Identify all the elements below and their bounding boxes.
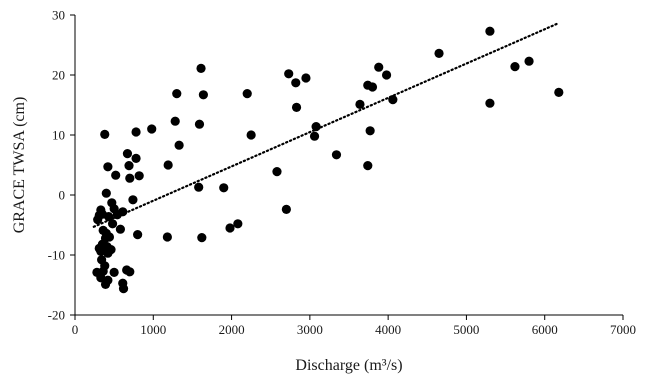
data-point	[133, 230, 143, 240]
data-point	[225, 223, 235, 233]
data-point	[96, 273, 106, 283]
y-tick-label: -10	[48, 248, 65, 263]
data-point	[125, 267, 135, 277]
y-tick-label: 30	[52, 8, 65, 23]
data-point	[107, 219, 118, 229]
x-axis-ticks: 0 1000 2000 3000 4000 5000 6000 7000	[72, 315, 636, 337]
data-point	[172, 89, 182, 99]
data-point	[100, 129, 110, 139]
data-point	[131, 127, 141, 137]
data-point	[101, 188, 111, 198]
x-tick-label: 1000	[140, 322, 166, 337]
data-point	[174, 140, 184, 150]
data-point	[109, 267, 119, 277]
data-point	[355, 99, 365, 109]
data-point	[233, 219, 243, 229]
data-point	[194, 182, 204, 192]
data-point	[331, 150, 342, 160]
data-point	[197, 233, 207, 243]
y-tick-label: 20	[52, 68, 65, 83]
y-tick-label: 10	[52, 128, 65, 143]
trendline	[92, 22, 560, 228]
data-point	[374, 62, 384, 72]
data-point	[118, 284, 129, 294]
data-point	[485, 26, 495, 36]
data-point	[103, 162, 113, 172]
data-point	[434, 48, 444, 59]
plot-area: 0 1000 2000 3000 4000 5000 6000 7000 -20 -10 0 10 2…	[48, 8, 636, 338]
data-point	[219, 183, 229, 193]
x-tick-label: 0	[72, 322, 79, 337]
data-point	[100, 279, 111, 289]
data-point	[162, 232, 172, 242]
data-point	[196, 63, 206, 73]
data-point	[96, 246, 106, 256]
y-tick-label: -20	[48, 308, 65, 323]
x-tick-label: 4000	[375, 322, 401, 337]
data-point	[284, 69, 294, 79]
data-point	[524, 56, 534, 66]
data-point	[301, 73, 311, 83]
data-point	[134, 171, 144, 181]
data-point	[367, 82, 378, 92]
data-point	[554, 87, 564, 97]
y-axis-ticks: -20 -10 0 10 20 30	[48, 8, 75, 323]
data-point	[112, 210, 122, 220]
data-point	[170, 116, 180, 126]
data-point	[198, 90, 208, 100]
data-point	[131, 153, 141, 163]
x-tick-label: 6000	[532, 322, 558, 337]
x-tick-label: 3000	[297, 322, 323, 337]
data-point	[128, 195, 138, 205]
data-point	[115, 224, 126, 234]
data-point	[125, 173, 135, 183]
data-point	[124, 161, 134, 171]
data-point	[106, 245, 116, 255]
data-points	[92, 26, 564, 294]
x-tick-label: 7000	[610, 322, 636, 337]
data-point	[291, 78, 301, 88]
data-point	[194, 119, 205, 129]
y-tick-label: 0	[59, 188, 66, 203]
data-point	[122, 149, 133, 159]
data-point	[111, 170, 121, 180]
data-point	[281, 204, 291, 214]
x-tick-label: 2000	[219, 322, 245, 337]
data-point	[104, 232, 115, 242]
data-point	[363, 161, 373, 171]
data-point	[365, 126, 375, 136]
x-tick-label: 5000	[453, 322, 479, 337]
data-point	[510, 62, 520, 72]
data-point	[246, 130, 256, 140]
data-point	[163, 160, 173, 170]
data-point	[242, 89, 252, 99]
data-point	[381, 70, 392, 80]
data-point	[291, 102, 302, 112]
data-point	[309, 131, 320, 141]
x-axis-title: Discharge (m³/s)	[295, 357, 402, 374]
data-point	[485, 98, 495, 108]
data-point	[272, 167, 282, 177]
data-point	[147, 124, 157, 134]
y-axis-title: GRACE TWSA (cm)	[11, 97, 28, 234]
